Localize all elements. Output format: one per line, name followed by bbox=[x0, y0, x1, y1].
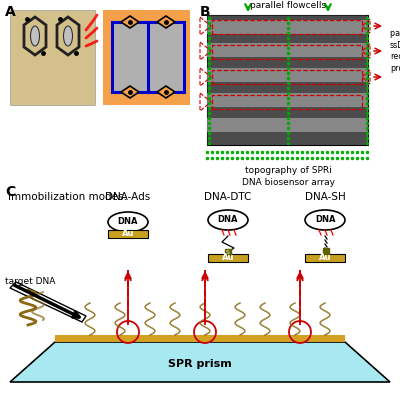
Polygon shape bbox=[207, 15, 368, 145]
Ellipse shape bbox=[30, 26, 40, 46]
Polygon shape bbox=[208, 254, 248, 262]
Text: target DNA: target DNA bbox=[5, 278, 55, 286]
Polygon shape bbox=[287, 68, 367, 82]
Polygon shape bbox=[157, 86, 175, 98]
Text: Immobilization modes:: Immobilization modes: bbox=[8, 192, 127, 202]
Text: A: A bbox=[5, 5, 16, 19]
Polygon shape bbox=[10, 342, 390, 382]
Polygon shape bbox=[157, 16, 175, 28]
Ellipse shape bbox=[64, 26, 72, 46]
Polygon shape bbox=[207, 68, 287, 82]
Polygon shape bbox=[55, 335, 345, 342]
Polygon shape bbox=[112, 22, 184, 92]
Polygon shape bbox=[207, 20, 287, 34]
Ellipse shape bbox=[305, 210, 345, 230]
Text: DNA: DNA bbox=[218, 216, 238, 224]
Bar bbox=[212, 95, 362, 109]
Polygon shape bbox=[103, 10, 190, 105]
Text: B: B bbox=[200, 5, 211, 19]
Text: DNA-SH: DNA-SH bbox=[305, 192, 345, 202]
Polygon shape bbox=[287, 15, 367, 145]
Text: SPR prism: SPR prism bbox=[168, 359, 232, 369]
Polygon shape bbox=[207, 15, 287, 145]
Text: DNA-Ads: DNA-Ads bbox=[105, 192, 151, 202]
Polygon shape bbox=[108, 230, 148, 238]
Polygon shape bbox=[287, 93, 367, 107]
Polygon shape bbox=[207, 93, 287, 107]
Text: parallel flowcells: parallel flowcells bbox=[250, 1, 326, 10]
Polygon shape bbox=[207, 118, 287, 132]
Text: Au: Au bbox=[122, 230, 134, 238]
Polygon shape bbox=[287, 43, 367, 57]
Text: DNA-DTC: DNA-DTC bbox=[204, 192, 252, 202]
Text: DNA: DNA bbox=[118, 218, 138, 226]
Bar bbox=[212, 45, 362, 59]
Polygon shape bbox=[10, 282, 86, 322]
Text: S: S bbox=[226, 250, 230, 254]
Text: pattern of
ssDNA
receptor
probes: pattern of ssDNA receptor probes bbox=[390, 29, 400, 73]
Polygon shape bbox=[121, 16, 139, 28]
Text: Au: Au bbox=[319, 254, 331, 262]
Polygon shape bbox=[10, 10, 95, 105]
Text: topography of SPRi
DNA biosensor array: topography of SPRi DNA biosensor array bbox=[242, 166, 334, 187]
Bar bbox=[212, 20, 362, 34]
Polygon shape bbox=[121, 86, 139, 98]
Polygon shape bbox=[305, 254, 345, 262]
Ellipse shape bbox=[208, 210, 248, 230]
Text: DNA: DNA bbox=[315, 216, 335, 224]
Ellipse shape bbox=[108, 212, 148, 232]
Polygon shape bbox=[287, 118, 367, 132]
Polygon shape bbox=[287, 20, 367, 34]
Bar bbox=[212, 70, 362, 84]
Text: Au: Au bbox=[222, 254, 234, 262]
Polygon shape bbox=[207, 43, 287, 57]
Text: C: C bbox=[5, 185, 15, 199]
